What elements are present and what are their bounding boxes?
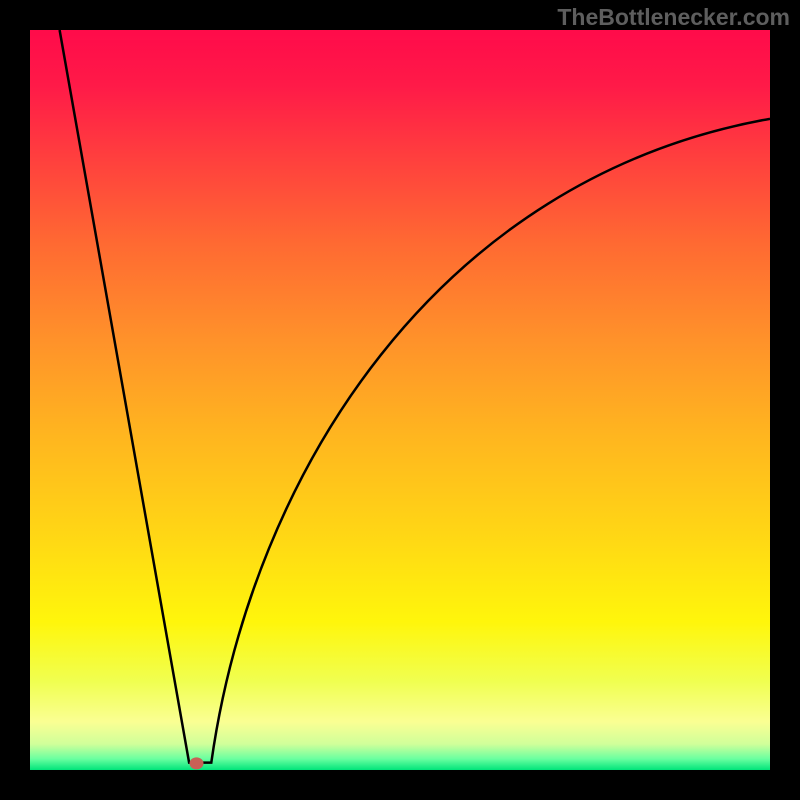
optimal-point-marker — [190, 757, 204, 769]
chart-frame: TheBottlenecker.com — [0, 0, 800, 800]
bottleneck-chart — [0, 0, 800, 800]
watermark-text: TheBottlenecker.com — [557, 4, 790, 31]
gradient-fill — [30, 30, 770, 770]
